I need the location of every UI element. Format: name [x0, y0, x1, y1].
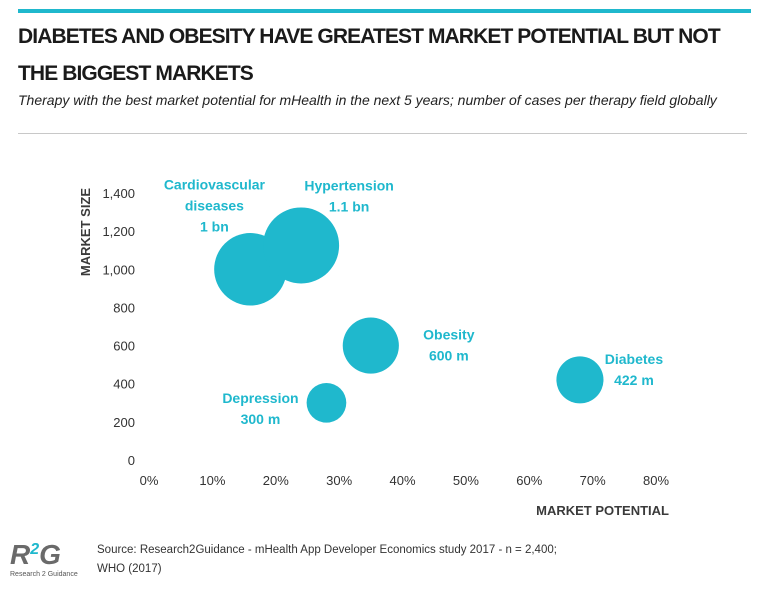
bubble-point: [306, 382, 347, 423]
x-tick-label: 80%: [643, 473, 669, 488]
bubble-point: [556, 356, 604, 404]
page-title: Diabetes and obesity have greatest marke…: [18, 25, 721, 85]
y-tick-label: 1,200: [102, 224, 135, 239]
bubble-label: 422 m: [614, 372, 654, 388]
bubble-label: 600 m: [429, 348, 469, 364]
bubble-label: Depression: [222, 390, 298, 406]
logo-mark: R2G: [10, 539, 61, 570]
bubble-label: Hypertension: [304, 177, 393, 193]
x-tick-label: 0%: [140, 473, 159, 488]
y-tick-label: 0: [128, 453, 135, 468]
x-tick-label: 70%: [580, 473, 606, 488]
bubble-label: Diabetes: [605, 351, 664, 367]
bubble-point: [342, 317, 399, 374]
page-subtitle: Therapy with the best market potential f…: [18, 92, 717, 108]
x-tick-label: 40%: [389, 473, 415, 488]
source-line-2: WHO (2017): [97, 563, 162, 575]
y-tick-label: 1,400: [102, 186, 135, 201]
bubble-label: 300 m: [241, 411, 281, 427]
y-tick-label: 600: [113, 339, 135, 354]
bubble-point: [263, 207, 340, 284]
logo-subtext: Research 2 Guidance: [10, 571, 78, 578]
y-tick-label: 400: [113, 377, 135, 392]
top-accent-rule: [18, 9, 751, 13]
x-tick-label: 60%: [516, 473, 542, 488]
x-tick-label: 50%: [453, 473, 479, 488]
y-axis-title: MARKET SIZE: [78, 188, 93, 276]
bubble-label: 1 bn: [200, 218, 229, 234]
bubble-chart: 0 200 400 600 800 1,000 1,200 1,400 0% 10% 20% 30% 4…: [78, 176, 669, 518]
bubble-label: 1.1 bn: [329, 198, 369, 214]
y-tick-label: 200: [113, 415, 135, 430]
bubble-label: diseases: [185, 197, 244, 213]
y-tick-label: 800: [113, 300, 135, 315]
x-tick-label: 20%: [263, 473, 289, 488]
x-axis-title: MARKET POTENTIAL: [536, 503, 669, 518]
bubble-label: Obesity: [423, 327, 475, 343]
source-line-1: Source: Research2Guidance - mHealth App …: [97, 544, 557, 556]
y-tick-label: 1,000: [102, 262, 135, 277]
x-tick-label: 30%: [326, 473, 352, 488]
subtitle-divider: [18, 133, 747, 134]
r2g-logo: R2G Research 2 Guidance: [10, 535, 80, 581]
source-note: Source: Research2Guidance - mHealth App …: [97, 541, 567, 579]
x-tick-label: 10%: [199, 473, 225, 488]
bubble-label: Cardiovascular: [164, 176, 266, 192]
